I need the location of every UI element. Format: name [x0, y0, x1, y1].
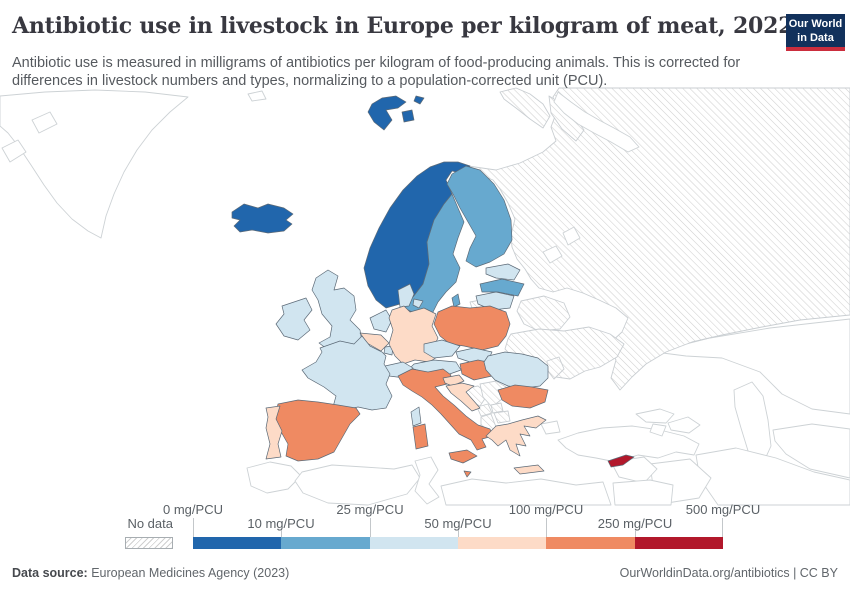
- country-spain[interactable]: [274, 399, 361, 462]
- country-croatia[interactable]: [445, 382, 481, 412]
- country-kosovo[interactable]: [490, 402, 504, 414]
- legend-tick-250: 250 mg/PCU: [597, 516, 673, 531]
- legend-tickmark: [281, 530, 282, 537]
- tunisia-outline: [414, 456, 440, 505]
- country-portugal[interactable]: [265, 405, 283, 460]
- legend-bin-10-25[interactable]: [281, 537, 370, 549]
- turkey-thrace-outline: [540, 420, 561, 435]
- legend-no-data-label: No data: [127, 516, 173, 531]
- country-iceland[interactable]: [231, 203, 294, 234]
- novaya-zemlya[interactable]: [499, 87, 551, 129]
- owid-logo-line2: in Data: [797, 31, 834, 44]
- kazakhstan-outline: [654, 318, 850, 415]
- country-cyprus[interactable]: [607, 454, 635, 468]
- country-denmark[interactable]: [397, 283, 424, 309]
- page-subtitle: Antibiotic use is measured in milligrams…: [12, 55, 741, 90]
- legend-tickmark: [458, 530, 459, 537]
- arctic-island: [31, 111, 58, 134]
- country-estonia[interactable]: [485, 263, 521, 281]
- data-source: Data source: European Medicines Agency (…: [12, 566, 289, 580]
- lake-onega: [562, 226, 581, 246]
- legend-bin-25-50[interactable]: [369, 537, 458, 549]
- georgia-outline: [635, 408, 675, 424]
- data-source-label: Data source:: [12, 566, 88, 580]
- white-sea: [553, 91, 640, 153]
- legend-tick-25: 25 mg/PCU: [336, 502, 404, 517]
- algeria-outline: [294, 464, 421, 506]
- country-belarus[interactable]: [516, 295, 571, 332]
- svalbard[interactable]: [367, 95, 425, 131]
- legend-tickmark: [635, 530, 636, 537]
- footer: Data source: European Medicines Agency (…: [12, 566, 838, 580]
- country-lithuania[interactable]: [475, 291, 515, 311]
- azerbaijan-outline: [667, 416, 701, 434]
- libya-outline: [440, 478, 612, 506]
- data-source-value: European Medicines Agency (2023): [91, 566, 290, 580]
- lake-ladoga: [542, 245, 563, 264]
- armenia-outline: [649, 423, 667, 437]
- legend-bin-100-250[interactable]: [546, 537, 635, 549]
- legend-bin-0-10[interactable]: [193, 537, 282, 549]
- iran-outline: [695, 447, 850, 506]
- legend-tickmark: [722, 518, 723, 537]
- country-north-macedonia[interactable]: [493, 410, 511, 424]
- legend-color-bar: [193, 537, 723, 549]
- country-greece[interactable]: [485, 415, 547, 475]
- arctic-island: [247, 90, 267, 102]
- country-poland[interactable]: [433, 305, 511, 351]
- country-france[interactable]: [301, 335, 422, 427]
- owid-logo[interactable]: Our World in Data: [786, 14, 845, 51]
- legend-tickmark: [546, 518, 547, 537]
- country-romania[interactable]: [483, 351, 549, 389]
- legend-tickmark: [370, 518, 371, 537]
- legend-tick-0: 0 mg/PCU: [163, 502, 223, 517]
- turkey-outline: [557, 425, 700, 463]
- legend-bin-250-500[interactable]: [634, 537, 723, 549]
- greenland-coast: [0, 89, 189, 239]
- egypt-outline: [612, 479, 674, 506]
- owid-logo-line1: Our World: [788, 18, 843, 30]
- country-netherlands[interactable]: [369, 309, 393, 333]
- country-finland[interactable]: [446, 165, 513, 268]
- country-malta[interactable]: [463, 470, 472, 478]
- country-latvia[interactable]: [479, 278, 525, 297]
- country-bulgaria[interactable]: [497, 384, 549, 409]
- legend-no-data-swatch[interactable]: [125, 537, 173, 549]
- legend-tick-100: 100 mg/PCU: [508, 502, 584, 517]
- legend-bin-50-100[interactable]: [457, 537, 547, 549]
- legend-tick-50: 50 mg/PCU: [424, 516, 492, 531]
- country-ireland[interactable]: [275, 297, 313, 341]
- legend-tick-500: 500 mg/PCU: [685, 502, 761, 517]
- country-united-kingdom[interactable]: [311, 269, 363, 353]
- morocco-outline: [246, 461, 302, 494]
- turkmenistan-outline: [772, 423, 850, 479]
- credit-link[interactable]: OurWorldinData.org/antibiotics | CC BY: [619, 566, 838, 580]
- arctic-island: [1, 139, 27, 163]
- country-montenegro[interactable]: [476, 403, 493, 417]
- page-title: Antibiotic use in livestock in Europe pe…: [12, 13, 794, 39]
- country-czechia[interactable]: [423, 339, 461, 359]
- legend-tick-10: 10 mg/PCU: [247, 516, 315, 531]
- legend-tickmark: [193, 518, 194, 537]
